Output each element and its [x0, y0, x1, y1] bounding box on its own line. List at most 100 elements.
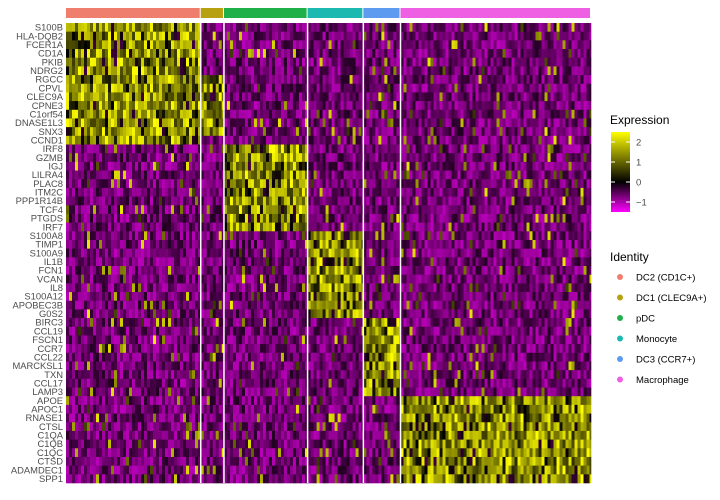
heatmap-cell	[174, 257, 178, 267]
heatmap-cell	[144, 248, 148, 258]
heatmap-cell	[409, 231, 413, 241]
heatmap-cell	[174, 248, 178, 258]
heatmap-cell	[547, 222, 551, 232]
heatmap-cell	[418, 179, 422, 189]
heatmap-cell	[262, 161, 267, 171]
heatmap-cell	[203, 109, 208, 119]
heatmap-cell	[427, 66, 431, 76]
heatmap-cell	[226, 101, 231, 111]
heatmap-cell	[265, 92, 270, 102]
heatmap-cell	[493, 66, 497, 76]
heatmap-cell	[454, 239, 458, 249]
heatmap-cell	[544, 222, 548, 232]
heatmap-cell	[577, 205, 581, 215]
heatmap-cell	[221, 170, 225, 180]
heatmap-cell	[375, 231, 379, 241]
heatmap-cell	[72, 109, 76, 119]
heatmap-cell	[177, 31, 181, 41]
heatmap-cell	[400, 179, 404, 189]
heatmap-cell	[532, 66, 536, 76]
heatmap-cell	[253, 135, 258, 145]
heatmap-cell	[307, 101, 311, 111]
heatmap-cell	[577, 40, 581, 50]
heatmap-cell	[153, 40, 157, 50]
heatmap-cell	[529, 135, 533, 145]
heatmap-cell	[421, 196, 425, 206]
heatmap-cell	[114, 23, 118, 32]
heatmap-cell	[526, 49, 530, 59]
heatmap-cell	[400, 144, 404, 154]
heatmap-cell	[253, 153, 258, 163]
heatmap-cell	[295, 75, 300, 85]
heatmap-cell	[304, 92, 308, 102]
heatmap-cell	[223, 135, 228, 145]
heatmap-cell	[457, 31, 461, 41]
heatmap-cell	[271, 161, 276, 171]
heatmap-cell	[589, 40, 592, 50]
heatmap-cell	[451, 239, 455, 249]
heatmap-cell	[268, 248, 273, 258]
heatmap-cell	[337, 205, 341, 215]
heatmap-cell	[78, 135, 82, 145]
heatmap-cell	[189, 23, 193, 32]
heatmap-cell	[502, 23, 506, 32]
heatmap-cell	[358, 170, 362, 180]
heatmap-cell	[412, 179, 416, 189]
heatmap-cell	[535, 187, 539, 197]
heatmap-cell	[346, 179, 350, 189]
heatmap-cell	[147, 222, 151, 232]
heatmap-cell	[340, 57, 344, 67]
heatmap-cell	[241, 49, 246, 59]
heatmap-cell	[247, 57, 252, 67]
heatmap-cell	[108, 109, 112, 119]
heatmap-cell	[93, 40, 97, 50]
heatmap-cell	[538, 109, 542, 119]
heatmap-cell	[223, 179, 228, 189]
heatmap-cell	[325, 118, 329, 128]
heatmap-cell	[132, 31, 136, 41]
heatmap-cell	[418, 109, 422, 119]
heatmap-cell	[289, 196, 294, 206]
heatmap-cell	[352, 40, 356, 50]
heatmap-cell	[514, 66, 518, 76]
heatmap-cell	[358, 205, 362, 215]
heatmap-cell	[238, 231, 243, 241]
heatmap-cell	[366, 196, 370, 206]
heatmap-cell	[286, 23, 291, 32]
heatmap-cell	[499, 179, 503, 189]
heatmap-cell	[144, 66, 148, 76]
heatmap-cell	[129, 92, 133, 102]
heatmap-cell	[499, 31, 503, 41]
heatmap-cell	[87, 231, 91, 241]
heatmap-cell	[206, 57, 211, 67]
heatmap-cell	[375, 75, 379, 85]
heatmap-cell	[99, 127, 103, 137]
annotation-segment	[400, 8, 590, 18]
heatmap-cell	[209, 161, 214, 171]
heatmap-cell	[72, 23, 76, 32]
heatmap-cell	[424, 92, 428, 102]
heatmap-cell	[499, 92, 503, 102]
heatmap-cell	[277, 153, 282, 163]
heatmap-cell	[186, 231, 190, 241]
heatmap-cell	[102, 205, 106, 215]
heatmap-cell	[99, 135, 103, 145]
heatmap-cell	[424, 196, 428, 206]
heatmap-cell	[223, 161, 228, 171]
heatmap-cell	[72, 187, 76, 197]
heatmap-cell	[99, 31, 103, 41]
heatmap-cell	[195, 101, 199, 111]
heatmap-cell	[310, 66, 314, 76]
heatmap-cell	[93, 57, 97, 67]
heatmap-cell	[271, 213, 276, 223]
heatmap-cell	[298, 83, 303, 93]
heatmap-cell	[206, 222, 211, 232]
heatmap-cell	[355, 153, 359, 163]
heatmap-cell	[448, 109, 452, 119]
heatmap-cell	[123, 57, 127, 67]
heatmap-cell	[520, 179, 524, 189]
heatmap-cell	[526, 231, 530, 241]
heatmap-cell	[541, 153, 545, 163]
heatmap-cell	[310, 196, 314, 206]
heatmap-cell	[478, 222, 482, 232]
